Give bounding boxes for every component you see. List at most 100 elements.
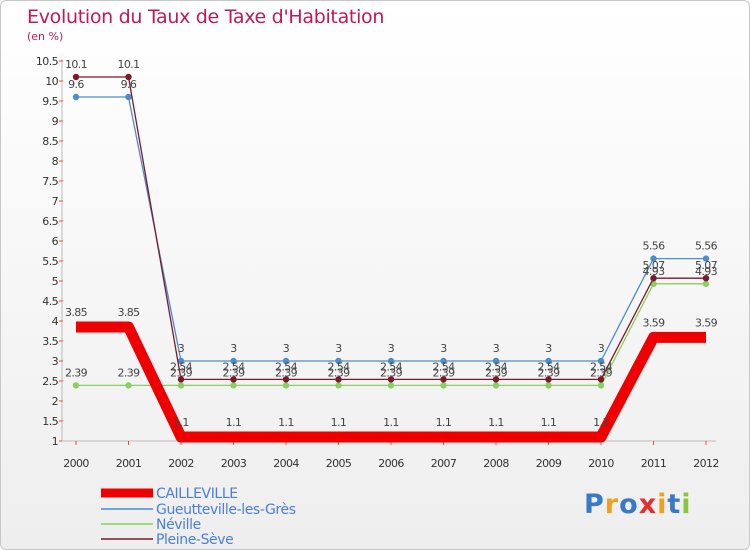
x-tick-label: 2002 xyxy=(168,457,194,470)
data-label: 4.93 xyxy=(695,265,718,278)
data-point xyxy=(492,357,500,365)
data-label: 2.39 xyxy=(432,366,455,379)
chart-title: Evolution du Taux de Taxe d'Habitation xyxy=(27,6,385,28)
data-label: 2.39 xyxy=(327,366,350,379)
data-label: 2.39 xyxy=(380,366,403,379)
data-label: 5.07 xyxy=(642,259,665,272)
data-label: 5.56 xyxy=(642,240,665,253)
data-label: 2.54 xyxy=(537,360,560,373)
data-point xyxy=(125,382,132,389)
logo-letter: o xyxy=(619,489,639,520)
y-tick-label: 2.5 xyxy=(42,375,58,388)
data-point xyxy=(72,382,80,389)
y-tick-label: 9.5 xyxy=(42,95,58,108)
x-tick-label: 2006 xyxy=(378,457,404,470)
data-point xyxy=(72,93,80,101)
data-label: 1.1 xyxy=(436,416,452,429)
data-label: 1.1 xyxy=(226,416,242,429)
data-label: 10.1 xyxy=(65,58,87,71)
x-tick-label: 2005 xyxy=(326,457,352,470)
data-label: 2.39 xyxy=(222,366,245,379)
data-label: 3.85 xyxy=(117,306,140,319)
x-tick-label: 2010 xyxy=(588,457,614,470)
logo-letter: i xyxy=(657,489,668,520)
data-label: 2.54 xyxy=(590,360,613,373)
data-point xyxy=(177,376,185,383)
data-point xyxy=(387,382,395,389)
data-label: 3.59 xyxy=(642,316,665,329)
data-label: 1.1 xyxy=(541,416,557,429)
data-label: 3 xyxy=(388,342,395,355)
data-label: 3 xyxy=(230,342,237,355)
data-point xyxy=(282,357,290,365)
data-label: 3.85 xyxy=(65,306,88,319)
y-tick-label: 1 xyxy=(52,435,58,448)
y-tick-label: 4 xyxy=(52,315,59,328)
data-point xyxy=(125,93,132,101)
data-label: 2.54 xyxy=(327,360,350,373)
data-label: 9.6 xyxy=(121,78,137,91)
data-point xyxy=(177,357,185,365)
data-point xyxy=(387,376,395,383)
data-label: 2.54 xyxy=(222,360,245,373)
y-tick-label: 5.5 xyxy=(42,255,58,268)
y-tick-label: 3.5 xyxy=(42,335,58,348)
y-tick-label: 7.5 xyxy=(42,175,58,188)
data-label: 2.39 xyxy=(117,366,140,379)
data-point xyxy=(440,382,447,389)
data-point xyxy=(492,376,500,383)
legend-label: Pleine-Sève xyxy=(156,532,233,548)
x-tick-label: 2011 xyxy=(641,457,667,470)
data-label: 2.54 xyxy=(170,360,193,373)
data-label: 10.1 xyxy=(117,58,139,71)
x-tick-label: 2012 xyxy=(693,457,719,470)
y-tick-label: 4.5 xyxy=(42,295,58,308)
data-point xyxy=(597,382,605,389)
y-tick-label: 8 xyxy=(52,155,59,168)
series-line-0 xyxy=(76,321,706,443)
logo-letter: t xyxy=(667,489,682,520)
y-tick-label: 6 xyxy=(52,235,59,248)
data-point xyxy=(230,382,237,389)
legend-label: CAILLEVILLE xyxy=(156,486,238,502)
data-label: 2.39 xyxy=(275,366,298,379)
x-tick-label: 2003 xyxy=(221,457,247,470)
data-point xyxy=(335,376,342,383)
data-point xyxy=(545,376,552,383)
y-tick-label: 6.5 xyxy=(42,215,58,228)
data-label: 1.1 xyxy=(278,416,294,429)
logo-letter: P xyxy=(584,489,605,520)
data-point xyxy=(335,382,342,389)
data-point xyxy=(597,376,605,383)
data-point xyxy=(545,382,552,389)
y-tick-label: 3 xyxy=(52,355,59,368)
data-point xyxy=(72,73,80,81)
data-point xyxy=(440,357,447,365)
data-label: 3 xyxy=(178,342,185,355)
data-label: 2.39 xyxy=(170,366,193,379)
data-label: 1.1 xyxy=(593,416,609,429)
legend-label: Néville xyxy=(156,517,201,533)
data-label: 2.54 xyxy=(485,360,508,373)
chart-subtitle: (en %) xyxy=(27,30,64,43)
data-point xyxy=(440,376,447,383)
y-tick-label: 2 xyxy=(52,395,58,408)
logo-letter: r xyxy=(604,489,620,520)
proxiti-logo: Proxiti xyxy=(584,489,692,520)
x-tick-label: 2001 xyxy=(116,457,142,470)
data-label: 1.1 xyxy=(488,416,504,429)
x-tick-label: 2000 xyxy=(63,457,89,470)
data-point xyxy=(177,382,185,389)
data-point xyxy=(335,357,342,365)
y-tick-label: 10.5 xyxy=(36,55,59,68)
data-label: 3 xyxy=(545,342,552,355)
data-label: 3 xyxy=(598,342,605,355)
data-point xyxy=(650,255,657,262)
data-point xyxy=(230,357,237,365)
data-label: 2.54 xyxy=(380,360,403,373)
data-label: 2.54 xyxy=(275,360,298,373)
data-label: 3 xyxy=(493,342,500,355)
logo-letter: x xyxy=(638,489,658,520)
data-label: 9.6 xyxy=(68,78,84,91)
